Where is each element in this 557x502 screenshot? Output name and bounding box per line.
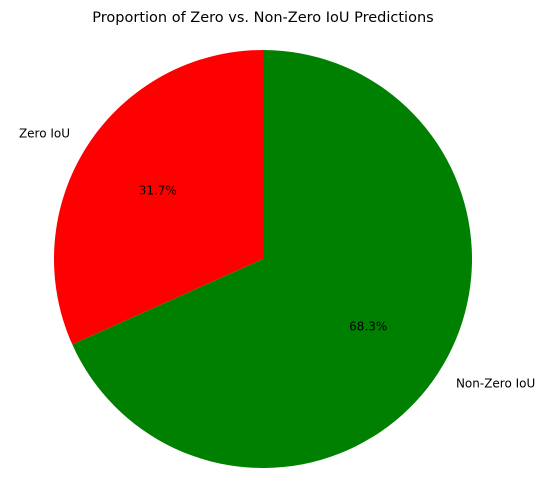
slice-percent-label: 68.3%: [349, 320, 387, 334]
pie-labels: Zero IoU 31.7% Non-Zero IoU 68.3%: [19, 126, 535, 390]
pie-slices: [53, 50, 472, 468]
slice-label: Non-Zero IoU: [456, 377, 535, 391]
pie-slice-non-zero-iou: [72, 50, 472, 468]
pie-slice-zero-iou: [53, 50, 264, 345]
slice-percent-label: 31.7%: [139, 183, 177, 197]
slice-label: Zero IoU: [19, 126, 70, 140]
chart-title: Proportion of Zero vs. Non-Zero IoU Pred…: [92, 10, 433, 26]
